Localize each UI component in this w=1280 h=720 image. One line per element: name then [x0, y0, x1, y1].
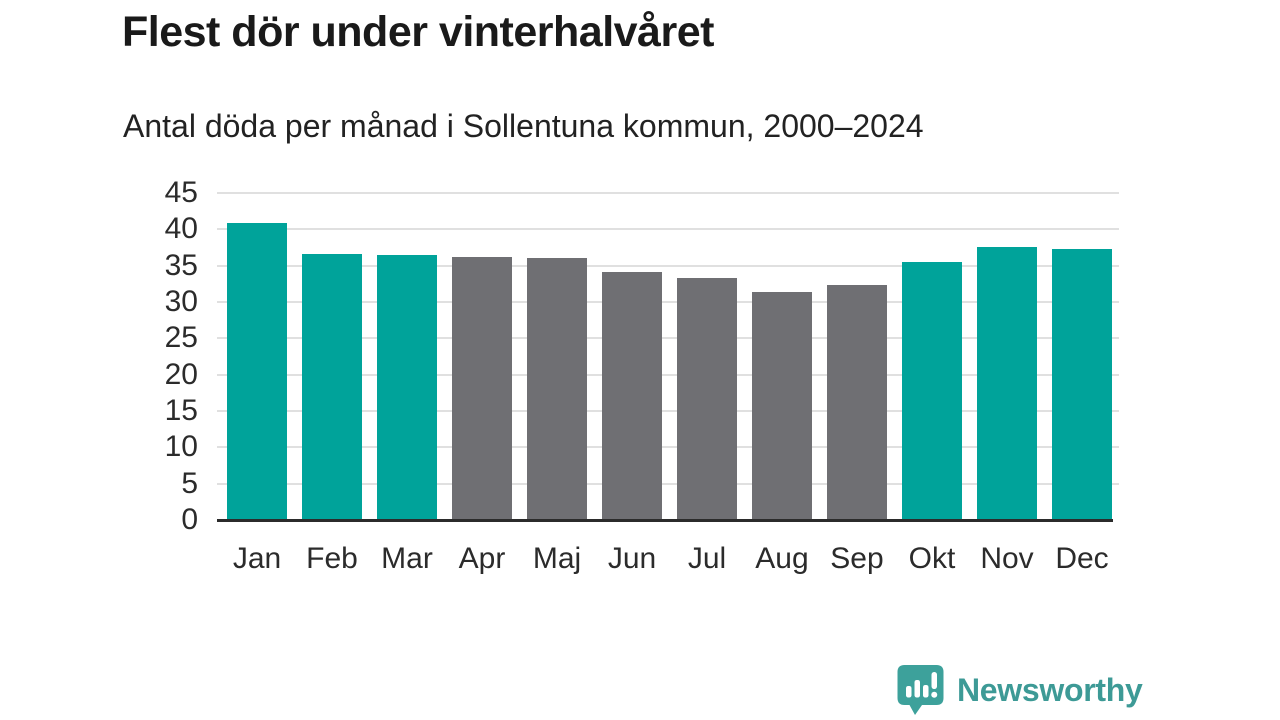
- gridline-y-15: [217, 410, 1119, 412]
- x-axis-tick-mar: Mar: [381, 542, 433, 575]
- bar-maj: [527, 258, 587, 519]
- brand-footer: Newsworthy: [896, 664, 1143, 716]
- y-axis-tick-15: 15: [164, 394, 198, 427]
- x-axis-tick-nov: Nov: [980, 542, 1034, 575]
- bar-jun: [602, 271, 662, 519]
- chart-subtitle: Antal döda per månad i Sollentuna kommun…: [123, 108, 924, 144]
- x-axis-tick-sep: Sep: [830, 542, 884, 575]
- gridline-y-5: [217, 482, 1119, 485]
- bar-jan: [227, 223, 287, 519]
- x-axis-tick-jun: Jun: [607, 542, 657, 575]
- gridline-y-20: [217, 373, 1119, 376]
- y-axis-tick-0: 0: [181, 503, 198, 536]
- chart-title: Flest dör under vinterhalvåret: [122, 8, 714, 56]
- bar-aug: [752, 291, 812, 519]
- gridline-y-45: [217, 192, 1119, 194]
- x-axis-tick-jan: Jan: [232, 542, 282, 575]
- gridline-y-40: [217, 228, 1119, 231]
- x-axis-line: [217, 519, 1113, 522]
- y-axis-tick-40: 40: [164, 212, 198, 246]
- bar-dec: [1052, 249, 1112, 519]
- x-axis-tick-jul: Jul: [687, 542, 727, 575]
- brand-name: Newsworthy: [957, 672, 1143, 708]
- y-axis-tick-5: 5: [181, 466, 198, 500]
- y-axis-tick-20: 20: [164, 357, 198, 391]
- bar-feb: [302, 254, 362, 519]
- bar-sep: [827, 285, 887, 519]
- gridline-y-35: [217, 264, 1119, 267]
- y-axis-tick-10: 10: [164, 430, 198, 464]
- gridline-y-25: [217, 337, 1119, 340]
- newsworthy-logo-icon: [896, 664, 945, 716]
- x-axis-tick-aug: Aug: [755, 542, 809, 575]
- bar-mar: [377, 255, 437, 519]
- y-axis-tick-45: 45: [164, 176, 198, 209]
- bar-okt: [902, 261, 962, 519]
- x-axis-tick-dec: Dec: [1055, 542, 1109, 575]
- bar-apr: [452, 257, 512, 519]
- y-axis-tick-30: 30: [164, 285, 198, 318]
- gridline-y-30: [217, 301, 1119, 303]
- x-axis-tick-maj: Maj: [532, 542, 582, 575]
- bar-jul: [677, 278, 737, 519]
- gridline-y-10: [217, 446, 1119, 449]
- x-axis-tick-apr: Apr: [458, 542, 506, 575]
- bar-nov: [977, 247, 1037, 519]
- y-axis-tick-35: 35: [164, 248, 198, 282]
- x-axis-tick-feb: Feb: [306, 542, 358, 575]
- x-axis-tick-okt: Okt: [908, 542, 956, 575]
- y-axis-tick-25: 25: [164, 321, 198, 355]
